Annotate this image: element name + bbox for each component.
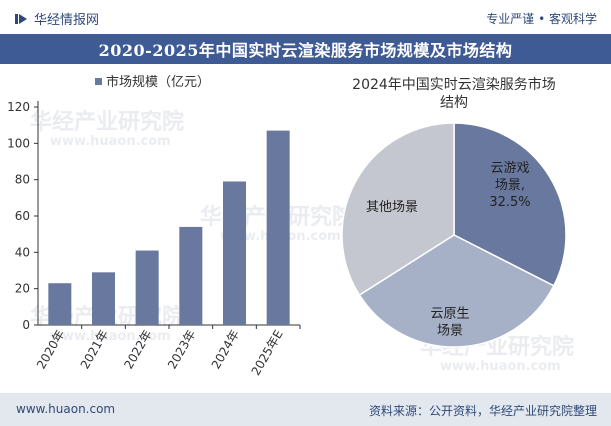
brand-name: 华经情报网 — [34, 13, 100, 28]
pie-slice — [453, 122, 567, 287]
pie-slice-label: 场景 — [437, 324, 463, 339]
tagline: 专业严谨 • 客观科学 — [486, 12, 597, 26]
x-tick-label: 2020年 — [34, 328, 67, 372]
bar — [92, 272, 115, 325]
y-tick-label: 80 — [15, 173, 30, 187]
pie-slice — [341, 122, 455, 297]
y-tick-label: 20 — [15, 282, 30, 296]
y-tick-label: 60 — [15, 209, 30, 223]
bar — [266, 130, 290, 325]
pie-title: 2024年中国实时云渲染服务市场结构 — [352, 76, 556, 111]
watermark-url: www.huaon.com — [440, 359, 561, 374]
footer: www.huaon.com 资料来源：公开资料，华经产业研究院整理 — [0, 393, 611, 426]
chart-area: 华经产业研究院www.huaon.com华经产业研究院www.huaon.com… — [7, 74, 574, 378]
bar — [48, 283, 72, 325]
legend-label: 市场规模（亿元） — [106, 74, 210, 90]
pie-slice-label: 其他场景 — [366, 200, 418, 215]
x-tick-label: 2024年 — [209, 328, 242, 372]
watermark-text: 华经产业研究院 — [30, 109, 184, 135]
y-tick-label: 120 — [7, 100, 30, 114]
pie-slice-label: 32.5% — [489, 195, 530, 210]
pie-slice-label: 云游戏 — [490, 161, 529, 176]
footer-url[interactable]: www.huaon.com — [16, 402, 116, 416]
bar — [223, 181, 246, 325]
footer-source: 资料来源：公开资料，华经产业研究院整理 — [368, 404, 597, 418]
top-bar: 华经情报网 专业严谨 • 客观科学 — [0, 0, 611, 34]
pie-slice-label: 云原生 — [430, 307, 469, 322]
brand[interactable]: 华经情报网 — [14, 9, 99, 28]
x-tick-label: 2025年E — [249, 328, 286, 378]
legend-swatch — [95, 78, 102, 85]
title-bar: 2020-2025年中国实时云渲染服务市场规模及市场结构 — [0, 34, 611, 64]
watermark-url: www.huaon.com — [50, 329, 171, 344]
y-tick-label: 0 — [22, 318, 30, 332]
y-tick-label: 40 — [15, 245, 30, 259]
pie-slice-label: 场景, — [495, 178, 525, 193]
y-tick-label: 100 — [7, 136, 30, 150]
bar — [179, 226, 203, 325]
brand-logo-icon — [15, 13, 27, 24]
pie-slice — [358, 234, 555, 348]
watermark-url: www.huaon.com — [50, 134, 171, 149]
page-title: 2020-2025年中国实时云渲染服务市场规模及市场结构 — [98, 41, 513, 60]
bar — [135, 250, 159, 325]
